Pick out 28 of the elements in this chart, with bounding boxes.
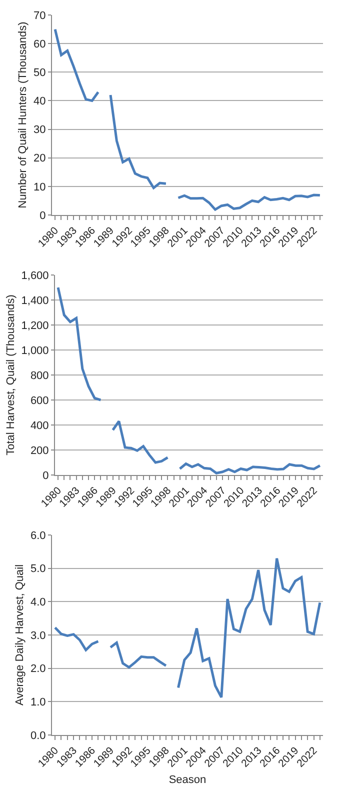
y-tick-label: 1,400 <box>21 294 49 307</box>
y-tick-label: 400 <box>30 420 49 432</box>
y-tick-label: 1,200 <box>21 320 49 332</box>
y-tick-label: 4.0 <box>30 596 46 609</box>
y-tick-label: 70 <box>34 10 46 22</box>
y-tick-label: 5.0 <box>30 563 46 576</box>
y-tick-label: 600 <box>30 394 49 407</box>
y-tick-label: 6.0 <box>30 530 46 542</box>
y-axis-title: Average Daily Harvest, Quail <box>14 564 26 706</box>
y-tick-label: 1,000 <box>21 344 49 357</box>
y-tick-label: 200 <box>30 444 49 457</box>
y-tick-label: 20 <box>34 152 46 165</box>
y-axis-title: Number of Quail Hunters (Thousands) <box>17 22 30 208</box>
y-tick-label: 30 <box>34 124 46 136</box>
y-tick-label: 10 <box>34 181 46 194</box>
y-axis-title: Total Harvest, Quail (Thousands) <box>4 294 17 456</box>
y-tick-label: 800 <box>30 370 49 382</box>
y-tick-label: 0 <box>40 210 46 222</box>
y-tick-label: 3.0 <box>30 630 46 642</box>
y-tick-label: 1.0 <box>30 696 46 709</box>
y-tick-label: 40 <box>34 96 46 108</box>
y-tick-label: 60 <box>34 38 46 50</box>
y-tick-label: 1,600 <box>21 270 49 282</box>
y-tick-label: 2.0 <box>30 663 46 676</box>
x-axis-title: Season <box>168 774 206 786</box>
y-tick-label: 50 <box>34 66 46 79</box>
y-tick-label: 0.0 <box>30 730 46 742</box>
y-tick-label: 0 <box>42 470 49 482</box>
